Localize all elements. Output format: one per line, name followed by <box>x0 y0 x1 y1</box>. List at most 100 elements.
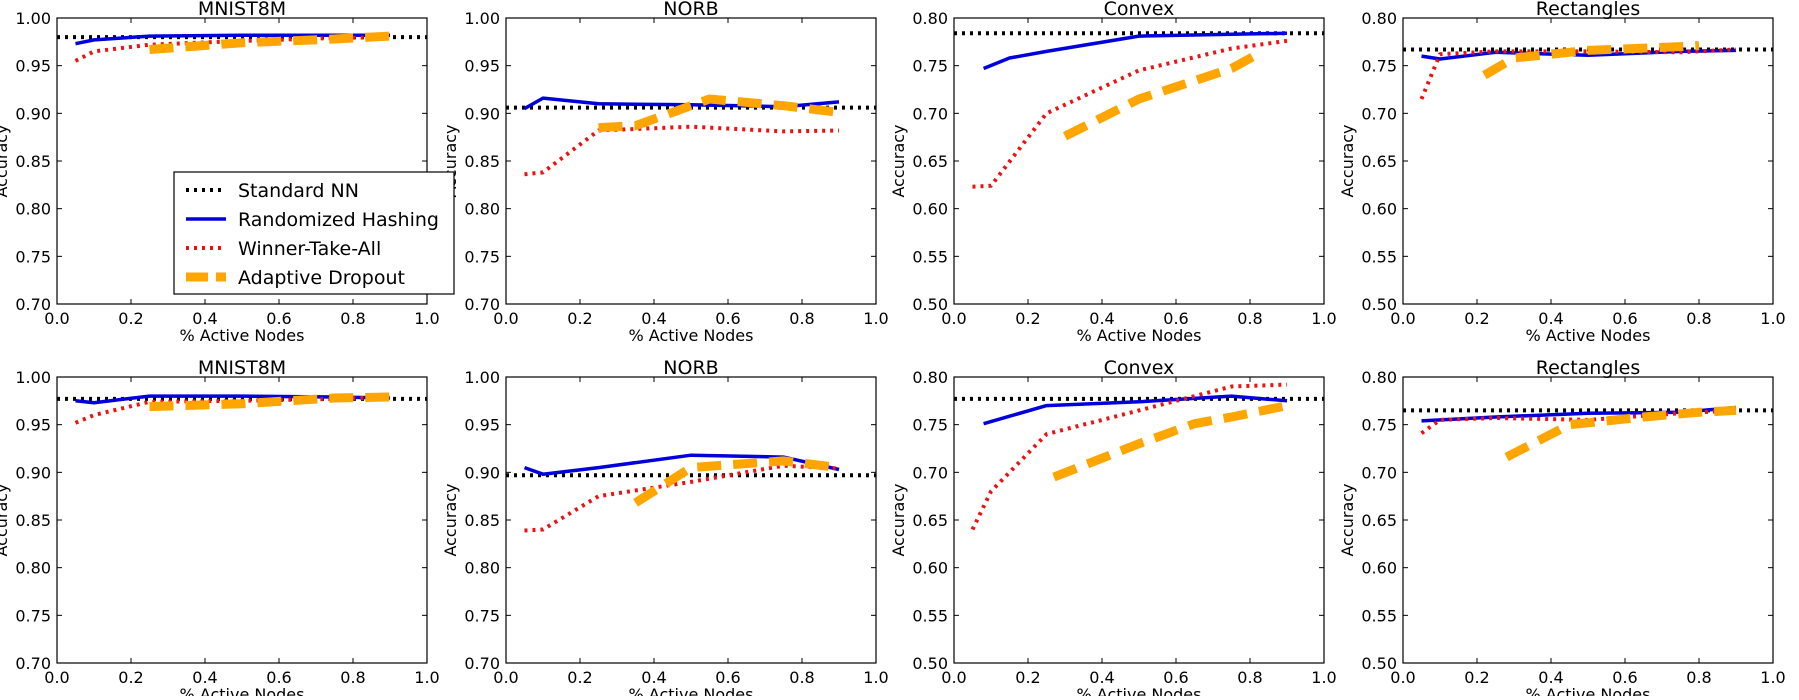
axes-frame <box>505 376 877 664</box>
y-tick-label: 0.75 <box>912 416 948 435</box>
y-tick-label: 0.85 <box>15 511 51 530</box>
y-tick-label: 0.90 <box>464 463 500 482</box>
chart-panel-4: 0.0 0.2 0.4 0.6 0.8 1.0 0.50 0.55 0.60 0.65 0.70 0.… <box>1338 0 1786 345</box>
x-tick-label: 0.4 <box>641 309 666 328</box>
y-tick-label: 1.00 <box>15 9 51 28</box>
y-tick-label: 0.90 <box>15 463 51 482</box>
x-tick-label: 0.4 <box>1089 668 1114 687</box>
series-line-winner-take-all <box>1419 47 1737 100</box>
y-tick-label: 0.80 <box>1361 368 1397 387</box>
y-tick-label: 0.70 <box>15 295 51 314</box>
y-tick-label: 0.50 <box>1361 295 1397 314</box>
series-line-adaptive-dropout <box>149 392 391 412</box>
y-tick-label: 0.65 <box>912 511 948 530</box>
y-tick-label: 0.70 <box>912 104 948 123</box>
x-axis-label: % Active Nodes <box>1077 326 1202 345</box>
axes-frame <box>56 376 428 664</box>
y-tick-label: 0.90 <box>464 104 500 123</box>
x-axis-label: % Active Nodes <box>629 326 754 345</box>
y-tick-label: 0.95 <box>15 57 51 76</box>
y-tick-label: 0.80 <box>1361 9 1397 28</box>
y-tick-label: 0.90 <box>15 104 51 123</box>
x-tick-label: 0.4 <box>1538 668 1563 687</box>
y-tick-label: 0.60 <box>912 559 948 578</box>
y-tick-label: 0.70 <box>912 463 948 482</box>
panel-title: Rectangles <box>1536 0 1641 20</box>
x-tick-label: 0.4 <box>192 309 217 328</box>
x-axis-label: % Active Nodes <box>180 685 305 696</box>
x-tick-label: 0.0 <box>493 309 518 328</box>
x-tick-label: 0.8 <box>789 668 814 687</box>
x-tick-label: 0.8 <box>1237 668 1262 687</box>
y-tick-label: 0.65 <box>912 152 948 171</box>
x-tick-label: 1.0 <box>863 309 888 328</box>
y-tick-label: 0.55 <box>912 247 948 266</box>
x-tick-label: 1.0 <box>863 668 888 687</box>
x-tick-label: 0.6 <box>1163 309 1188 328</box>
panel-title: Convex <box>1104 0 1175 20</box>
series-line-randomized-hashing <box>982 31 1288 71</box>
y-tick-label: 0.75 <box>1361 416 1397 435</box>
x-tick-label: 1.0 <box>414 668 439 687</box>
series-line-adaptive-dropout <box>598 94 840 133</box>
x-tick-label: 0.2 <box>567 668 592 687</box>
x-tick-label: 0.2 <box>1015 309 1040 328</box>
series-line-winner-take-all <box>970 382 1288 531</box>
x-tick-label: 0.8 <box>340 309 365 328</box>
y-tick-label: 0.80 <box>15 200 51 219</box>
panel-title: Convex <box>1104 357 1175 379</box>
x-tick-label: 0.8 <box>1686 668 1711 687</box>
y-tick-label: 0.75 <box>15 606 51 625</box>
y-axis-label: Accuracy <box>0 124 11 197</box>
y-tick-label: 0.80 <box>912 368 948 387</box>
x-tick-label: 0.0 <box>493 668 518 687</box>
y-tick-label: 0.60 <box>1361 200 1397 219</box>
x-tick-label: 0.2 <box>1464 668 1489 687</box>
x-tick-label: 0.0 <box>941 309 966 328</box>
x-tick-label: 0.6 <box>715 668 740 687</box>
y-tick-label: 0.75 <box>15 247 51 266</box>
x-tick-label: 0.6 <box>1163 668 1188 687</box>
y-tick-label: 0.55 <box>1361 606 1397 625</box>
panel-title: Rectangles <box>1536 357 1641 379</box>
legend-label: Winner-Take-All <box>238 238 381 260</box>
y-tick-label: 1.00 <box>15 368 51 387</box>
series-line-winner-take-all <box>524 463 840 533</box>
legend-label: Adaptive Dropout <box>238 267 405 289</box>
x-tick-label: 0.0 <box>44 668 69 687</box>
series-line-adaptive-dropout <box>1052 401 1288 482</box>
x-tick-label: 0.6 <box>266 668 291 687</box>
panel-title: NORB <box>663 0 718 20</box>
y-axis-label: Accuracy <box>441 483 460 556</box>
y-tick-label: 0.95 <box>464 416 500 435</box>
x-tick-label: 0.2 <box>567 309 592 328</box>
y-axis-label: Accuracy <box>889 483 908 556</box>
series-line-adaptive-dropout <box>1482 41 1700 80</box>
y-tick-label: 0.95 <box>464 57 500 76</box>
series-line-winner-take-all <box>524 124 840 177</box>
x-axis-label: % Active Nodes <box>1526 326 1651 345</box>
y-tick-label: 0.50 <box>912 654 948 673</box>
series-line-winner-take-all <box>972 38 1288 189</box>
x-tick-label: 0.6 <box>715 309 740 328</box>
axes-frame <box>953 376 1325 664</box>
x-tick-label: 0.0 <box>941 668 966 687</box>
legend-label: Randomized Hashing <box>238 209 439 231</box>
panel-title: MNIST8M <box>198 357 286 379</box>
chart-panel-2: 0.0 0.2 0.4 0.6 0.8 1.0 0.70 0.75 0.80 0.85 0.90 0.… <box>441 0 889 345</box>
x-tick-label: 0.8 <box>1237 309 1262 328</box>
series-line-adaptive-dropout <box>149 31 391 54</box>
series-line-randomized-hashing <box>983 394 1288 426</box>
series-line-adaptive-dropout <box>1062 48 1264 141</box>
x-tick-label: 0.8 <box>340 668 365 687</box>
x-tick-label: 0.4 <box>1089 309 1114 328</box>
chart-panel-3: 0.0 0.2 0.4 0.6 0.8 1.0 0.50 0.55 0.60 0.65 0.70 0.… <box>889 0 1337 345</box>
x-tick-label: 0.2 <box>1015 668 1040 687</box>
x-axis-label: % Active Nodes <box>1077 685 1202 696</box>
x-tick-label: 0.6 <box>1612 668 1637 687</box>
y-axis-label: Accuracy <box>1338 483 1357 556</box>
x-tick-label: 0.8 <box>1686 309 1711 328</box>
y-tick-label: 0.80 <box>464 559 500 578</box>
y-tick-label: 0.55 <box>912 606 948 625</box>
